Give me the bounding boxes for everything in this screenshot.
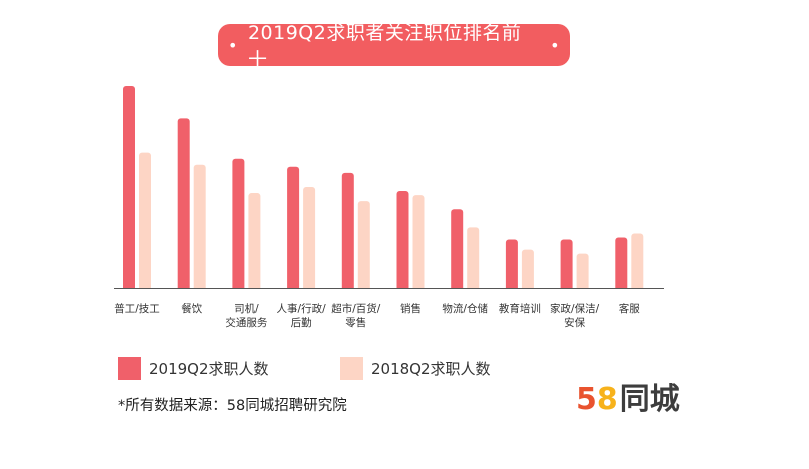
legend-label-2018: 2018Q2求职人数 <box>371 359 491 378</box>
category-label-8: 家政/保洁/ 安保 <box>550 303 600 329</box>
bar-2018-7 <box>521 249 534 291</box>
logo-digit-5: 5 <box>576 382 597 417</box>
legend-item-2018: 2018Q2求职人数 <box>340 356 491 380</box>
title-dot-left: • <box>228 35 238 55</box>
bar-2018-3 <box>303 187 316 291</box>
bar-2019-3 <box>287 166 300 291</box>
category-label-3: 人事/行政/ 后勤 <box>276 303 326 329</box>
chart-title-banner: • 2019Q2求职者关注职位排名前十 • <box>218 22 570 71</box>
legend-swatch-2018 <box>340 356 363 380</box>
bar-2018-0 <box>139 152 151 291</box>
title-dot-right: • <box>550 35 560 55</box>
bar-2019-8 <box>560 239 573 291</box>
logo-digit-8: 8 <box>596 382 618 417</box>
bar-2019-0 <box>123 86 135 291</box>
category-label-5: 销售 <box>400 303 421 315</box>
bar-2019-7 <box>505 239 518 291</box>
bar-2019-4 <box>341 172 354 291</box>
category-label-0: 普工/技工 <box>114 303 160 315</box>
category-label-7: 教育培训 <box>498 303 541 315</box>
bar-2019-9 <box>615 237 628 291</box>
bar-2018-1 <box>193 164 206 291</box>
legend-swatch-2019 <box>118 356 141 380</box>
bar-2018-4 <box>357 201 370 291</box>
bar-2018-5 <box>412 195 425 291</box>
bar-2019-5 <box>396 191 409 291</box>
logo-text: 同城 <box>619 382 680 417</box>
bar-2018-9 <box>631 233 644 291</box>
bar-2018-2 <box>248 193 261 291</box>
bar-2019-6 <box>451 209 464 291</box>
data-source-note: *所有数据来源：58同城招聘研究院 <box>118 398 347 414</box>
legend-label-2019: 2019Q2求职人数 <box>149 359 269 378</box>
bar-2019-1 <box>177 118 190 291</box>
chart-title: 2019Q2求职者关注职位排名前十 <box>247 22 522 71</box>
bar-2019-2 <box>232 158 245 291</box>
legend-item-2019: 2019Q2求职人数 <box>118 356 269 380</box>
category-label-1: 餐饮 <box>181 303 203 315</box>
bar-2018-6 <box>467 227 480 291</box>
brand-logo: 5 8 同城 <box>576 383 680 417</box>
bar-2018-8 <box>576 253 589 291</box>
category-label-9: 客服 <box>618 303 640 315</box>
category-label-2: 司机/ 交通服务 <box>225 303 268 329</box>
baseline-mask <box>114 289 664 293</box>
category-label-4: 超市/百货/ 零售 <box>331 303 381 329</box>
category-label-6: 物流/仓储 <box>442 303 488 315</box>
